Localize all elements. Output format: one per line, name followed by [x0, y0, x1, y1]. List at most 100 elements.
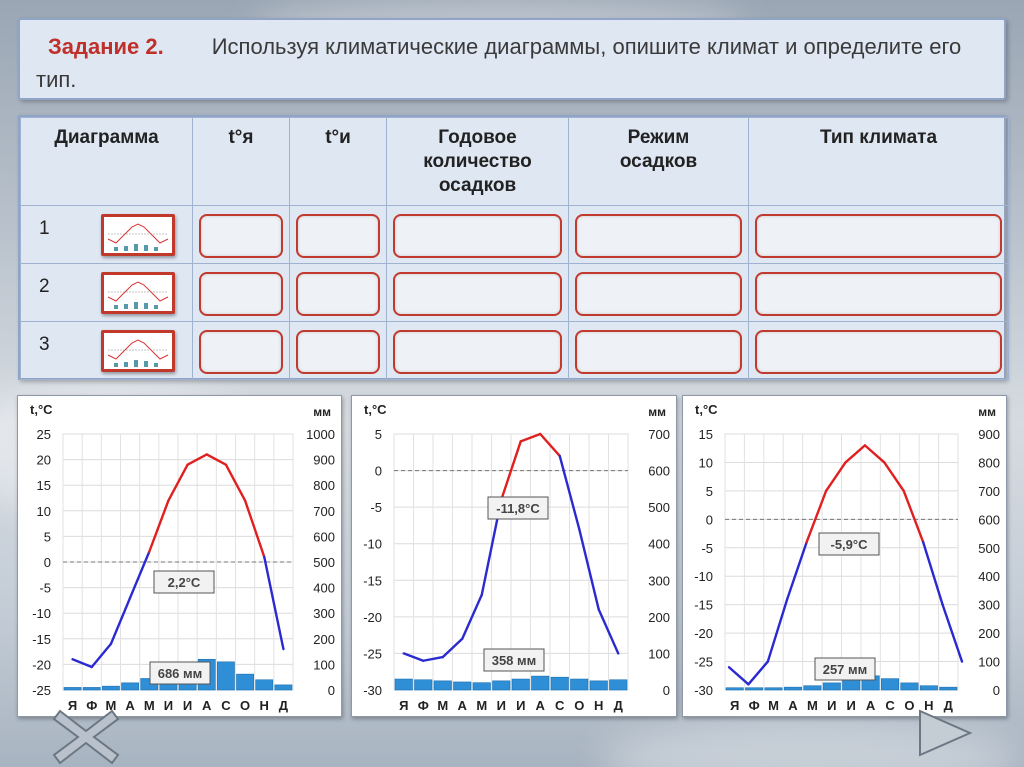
- annual-precip-input[interactable]: [393, 330, 562, 374]
- temperature-segment: [148, 499, 170, 553]
- answer-cell: [192, 263, 290, 322]
- t-jan-input[interactable]: [199, 272, 283, 316]
- header-t-jan: t°я: [192, 117, 290, 206]
- climate-type-input[interactable]: [755, 330, 1002, 374]
- month-label: Д: [279, 698, 289, 713]
- month-label: О: [904, 698, 914, 713]
- answer-cell: [192, 205, 290, 264]
- y2-axis-title: мм: [978, 405, 996, 419]
- y2-tick-label: 400: [978, 569, 1000, 584]
- precip-bar: [121, 682, 139, 691]
- annual-precip-input[interactable]: [393, 272, 562, 316]
- precip-regime-input[interactable]: [575, 330, 742, 374]
- table-row: 1: [20, 205, 1009, 264]
- y2-tick-label: 700: [978, 484, 1000, 499]
- t-jul-input[interactable]: [296, 214, 380, 258]
- y2-tick-label: 0: [993, 683, 1000, 698]
- diagram-cell: 1: [20, 205, 193, 264]
- precip-regime-input[interactable]: [575, 214, 742, 258]
- y-tick-label: 25: [37, 427, 51, 442]
- temperature-segment: [500, 440, 522, 502]
- month-label: М: [476, 698, 487, 713]
- y2-tick-label: 600: [313, 529, 335, 544]
- temperature-segment: [747, 660, 770, 686]
- precip-bar: [433, 680, 452, 691]
- precip-bar: [511, 678, 530, 691]
- month-label: Я: [730, 698, 739, 713]
- mean-temp-label: -11,8°С: [496, 501, 540, 516]
- climate-type-input[interactable]: [755, 214, 1002, 258]
- month-label: М: [807, 698, 818, 713]
- t-jul-input[interactable]: [296, 330, 380, 374]
- month-label: И: [183, 698, 192, 713]
- month-label: И: [847, 698, 856, 713]
- answer-cell: [568, 321, 749, 380]
- month-label: И: [516, 698, 525, 713]
- annual-precip-box: [149, 661, 211, 685]
- t-jul-input[interactable]: [296, 272, 380, 316]
- answer-cell: [386, 205, 569, 264]
- y2-tick-label: 900: [313, 453, 335, 468]
- next-arrow-icon[interactable]: [916, 707, 974, 759]
- mean-temp-label: -5,9°С: [831, 537, 869, 552]
- month-label: О: [574, 698, 584, 713]
- month-label: О: [240, 698, 250, 713]
- month-label: С: [555, 698, 565, 713]
- month-label: М: [768, 698, 779, 713]
- diagram-thumbnail[interactable]: [101, 214, 175, 256]
- precip-bar: [803, 685, 822, 691]
- y2-tick-label: 100: [978, 655, 1000, 670]
- y2-axis-title: мм: [313, 405, 331, 419]
- y-tick-label: -10: [32, 606, 51, 621]
- y-tick-label: 10: [37, 504, 51, 519]
- climate-type-input[interactable]: [755, 272, 1002, 316]
- annual-precip-label: 358 мм: [492, 653, 537, 668]
- precip-regime-input[interactable]: [575, 272, 742, 316]
- temperature-segment: [263, 555, 285, 651]
- answer-cell: [568, 263, 749, 322]
- precip-bar: [414, 679, 433, 691]
- temperature-segment: [539, 432, 561, 458]
- precip-bar: [783, 686, 802, 691]
- diagram-cell: 2: [20, 263, 193, 322]
- month-label: И: [827, 698, 836, 713]
- diagram-thumbnail[interactable]: [101, 330, 175, 372]
- temperature-segment: [243, 499, 266, 559]
- month-label: Ф: [418, 698, 429, 713]
- y2-tick-label: 400: [648, 537, 670, 552]
- y-axis-title: t,°C: [30, 402, 53, 417]
- temperature-segment: [186, 453, 208, 466]
- temperature-segment: [109, 596, 132, 646]
- annual-precip-input[interactable]: [393, 214, 562, 258]
- y2-tick-label: 400: [313, 581, 335, 596]
- y2-tick-label: 600: [978, 512, 1000, 527]
- precip-bar: [745, 687, 764, 691]
- close-icon[interactable]: [52, 707, 120, 767]
- y-tick-label: 5: [706, 484, 713, 499]
- y2-tick-label: 900: [978, 427, 1000, 442]
- precip-bar: [725, 687, 744, 691]
- y-tick-label: -10: [694, 569, 713, 584]
- t-jan-input[interactable]: [199, 330, 283, 374]
- y-tick-label: 15: [37, 478, 51, 493]
- y-tick-label: 20: [37, 453, 51, 468]
- annual-precip-label: 257 мм: [823, 662, 868, 677]
- y2-tick-label: 1000: [306, 427, 335, 442]
- diagram-thumbnail[interactable]: [101, 272, 175, 314]
- precip-bar: [102, 685, 120, 691]
- month-label: М: [144, 698, 155, 713]
- y-tick-label: -30: [363, 683, 382, 698]
- t-jan-input[interactable]: [199, 214, 283, 258]
- precip-bar: [919, 685, 938, 691]
- month-label: Ф: [749, 698, 760, 713]
- precip-bar: [274, 684, 293, 691]
- y-tick-label: 0: [375, 464, 382, 479]
- table-row: 2: [20, 263, 1009, 322]
- y-axis-title: t,°C: [695, 402, 718, 417]
- month-label: М: [105, 698, 116, 713]
- precip-bar: [609, 679, 628, 691]
- y-axis-title: t,°C: [364, 402, 387, 417]
- precip-bar: [472, 682, 491, 691]
- y2-axis-title: мм: [648, 405, 666, 419]
- precip-bar: [570, 678, 589, 691]
